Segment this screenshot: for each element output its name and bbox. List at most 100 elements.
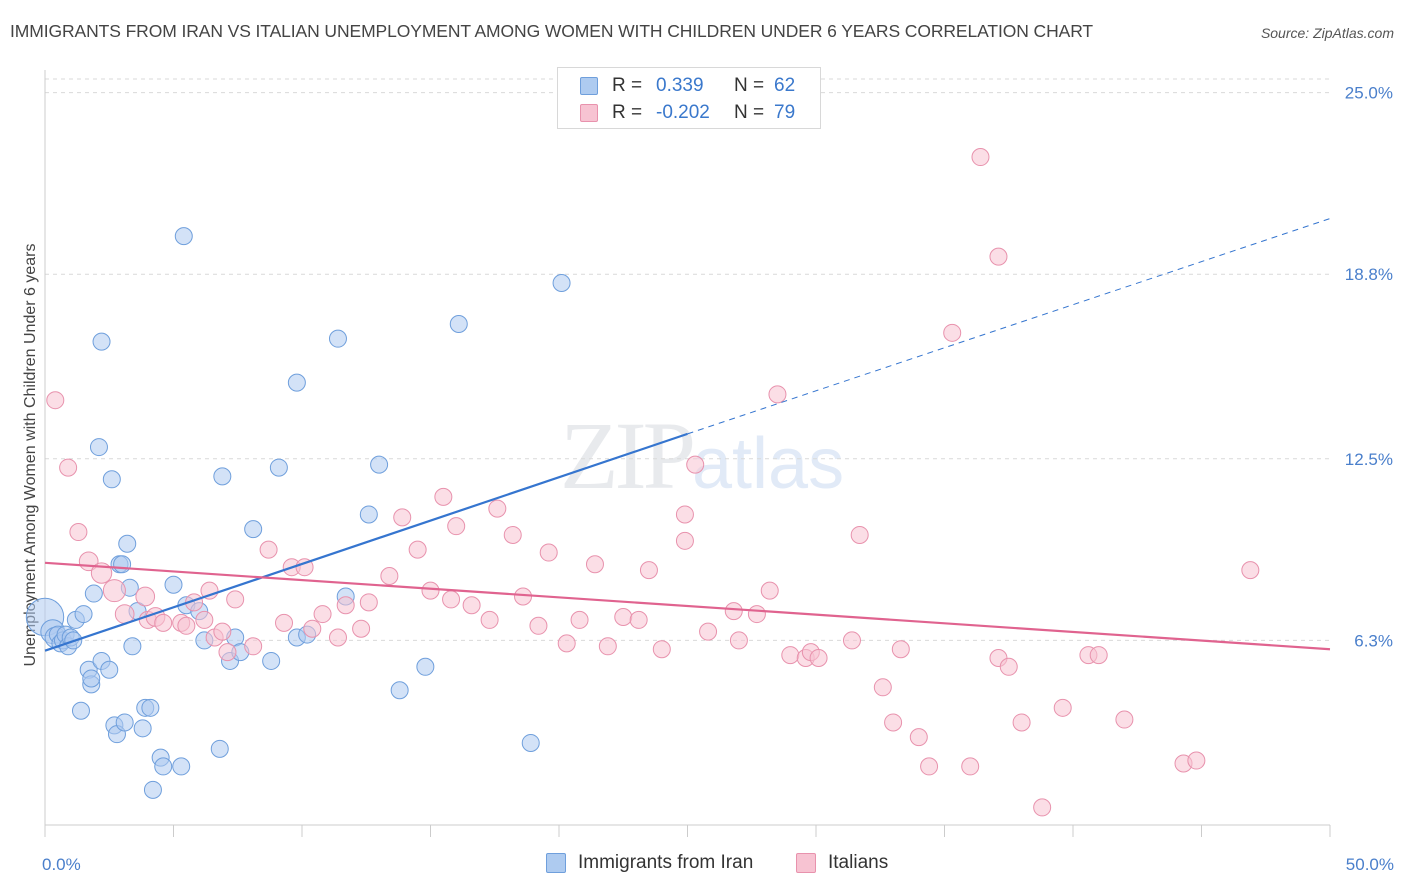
italians-point	[352, 619, 371, 638]
italians-point	[1241, 561, 1260, 580]
legend-n-value: 62	[774, 75, 796, 96]
italians-point	[442, 590, 461, 609]
italians-point	[154, 613, 173, 632]
italians-point	[408, 540, 427, 559]
italians-point	[213, 622, 232, 641]
italians-point	[570, 610, 589, 629]
italians-point	[842, 631, 861, 650]
iran-point	[244, 520, 263, 539]
legend-item-iran[interactable]: Immigrants from Iran	[546, 852, 753, 874]
iran-point	[89, 438, 108, 457]
italians-point	[336, 596, 355, 615]
italians-point	[275, 613, 294, 632]
italians-point	[529, 616, 548, 635]
iran-point	[370, 455, 389, 474]
iran-point	[210, 739, 229, 758]
iran-point	[154, 757, 173, 776]
legend-label-italians: Italians	[828, 852, 889, 873]
y-tick-label: 25.0%	[1345, 84, 1393, 103]
legend-item-italians[interactable]: Italians	[796, 852, 888, 874]
italians-point	[1115, 710, 1134, 729]
x-tick-label: 0.0%	[42, 855, 81, 874]
italians-point	[971, 148, 990, 167]
iran-point	[390, 681, 409, 700]
legend-r-label: R =	[612, 102, 643, 123]
italians-point	[1089, 646, 1108, 665]
italians-point	[488, 499, 507, 518]
italians-point	[462, 596, 481, 615]
italians-point	[999, 657, 1018, 676]
italians-point	[747, 605, 766, 624]
italians-point	[884, 713, 903, 732]
iran-point	[416, 657, 435, 676]
source-label: Source: ZipAtlas.com	[1260, 25, 1394, 41]
italians-point	[909, 728, 928, 747]
italians-point	[729, 631, 748, 650]
legend-label-iran: Immigrants from Iran	[578, 852, 754, 873]
italians-point	[989, 247, 1008, 266]
legend-n-label: N =	[734, 102, 765, 123]
iran-point	[143, 780, 162, 799]
iran-point	[92, 332, 111, 351]
iran-trend-line	[44, 432, 688, 652]
legend-swatch-iran	[546, 853, 566, 873]
italians-point	[675, 505, 694, 524]
italians-point	[480, 610, 499, 629]
iran-point	[359, 505, 378, 524]
legend-swatch-italians	[796, 853, 816, 873]
iran-point	[521, 733, 540, 752]
iran-point	[71, 701, 90, 720]
legend-r-label: R =	[612, 75, 643, 96]
iran-point	[174, 227, 193, 246]
italians-point	[393, 508, 412, 527]
correlation-legend: R = 0.339 N = 62 R = -0.202 N = 79	[557, 67, 821, 129]
italians-point	[1053, 698, 1072, 717]
italians-point	[380, 566, 399, 585]
iran-point	[328, 329, 347, 348]
italians-point	[760, 581, 779, 600]
iran-point	[84, 584, 103, 603]
x-tick-label: 50.0%	[1346, 855, 1394, 874]
legend-swatch-iran	[580, 77, 598, 95]
y-tick-label: 6.3%	[1354, 631, 1393, 650]
iran-point	[74, 605, 93, 624]
italians-trend-line	[44, 561, 1331, 651]
italians-point	[69, 523, 88, 542]
italians-point	[1033, 798, 1052, 817]
iran-point	[141, 698, 160, 717]
italians-point	[503, 525, 522, 544]
italians-point	[768, 385, 787, 404]
italians-point	[313, 605, 332, 624]
iran-point	[449, 315, 468, 334]
italians-point	[943, 323, 962, 342]
italians-point	[421, 581, 440, 600]
iran-point	[164, 575, 183, 594]
italians-point	[961, 757, 980, 776]
italians-point	[598, 637, 617, 656]
italians-point	[585, 555, 604, 574]
italians-point	[135, 586, 156, 607]
italians-point	[724, 602, 743, 621]
italians-point	[303, 619, 322, 638]
italians-point	[1187, 751, 1206, 770]
italians-point	[639, 561, 658, 580]
italians-point	[218, 643, 237, 662]
italians-point	[447, 517, 466, 536]
italians-point	[359, 593, 378, 612]
series-legend: Immigrants from Iran Italians	[0, 852, 1406, 876]
italians-point	[699, 622, 718, 641]
italians-point	[295, 558, 314, 577]
italians-point	[675, 531, 694, 550]
iran-point	[102, 470, 121, 489]
iran-point	[269, 458, 288, 477]
iran-point	[133, 719, 152, 738]
italians-point	[781, 646, 800, 665]
legend-r-value: -0.202	[656, 102, 710, 123]
iran-point	[123, 637, 142, 656]
italians-point	[259, 540, 278, 559]
italians-point	[557, 634, 576, 653]
legend-n-value: 79	[774, 102, 796, 123]
iran-trend-extension	[687, 218, 1331, 435]
iran-point	[172, 757, 191, 776]
